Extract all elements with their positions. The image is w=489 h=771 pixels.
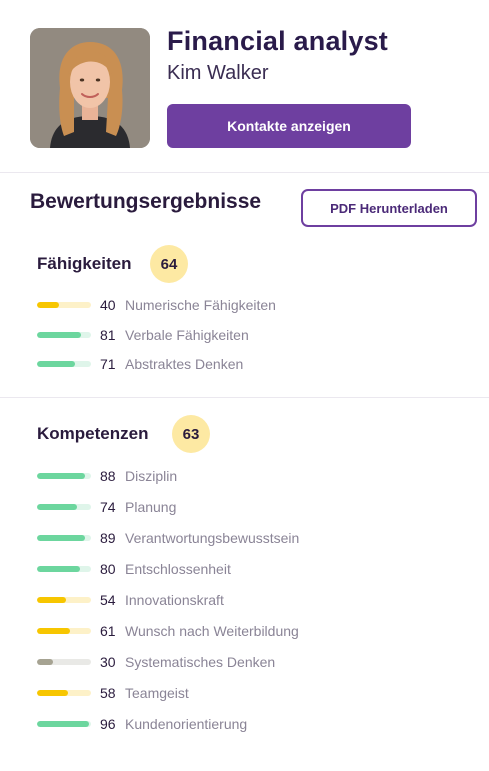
score-row: 96 Kundenorientierung — [37, 714, 247, 734]
score-row: 58 Teamgeist — [37, 683, 189, 703]
score-bar — [37, 628, 91, 634]
score-bar — [37, 473, 91, 479]
score-value: 58 — [100, 685, 116, 701]
score-row: 89 Verantwortungsbewusstsein — [37, 528, 299, 548]
score-bar — [37, 659, 91, 665]
competencies-title: Kompetenzen — [37, 424, 149, 443]
score-value: 54 — [100, 592, 116, 608]
score-value: 71 — [100, 356, 116, 372]
score-bar-fill — [37, 302, 59, 308]
score-label: Numerische Fähigkeiten — [125, 297, 276, 313]
score-bar-fill — [37, 473, 85, 479]
score-label: Teamgeist — [125, 685, 189, 701]
score-row: 30 Systematisches Denken — [37, 652, 275, 672]
score-bar — [37, 535, 91, 541]
score-bar-fill — [37, 628, 70, 634]
score-row: 54 Innovationskraft — [37, 590, 224, 610]
score-label: Entschlossenheit — [125, 561, 231, 577]
score-value: 81 — [100, 326, 116, 343]
divider — [0, 397, 489, 398]
score-row: 80 Entschlossenheit — [37, 559, 231, 579]
divider — [0, 172, 489, 173]
score-bar-fill — [37, 504, 77, 510]
score-label: Innovationskraft — [125, 592, 224, 608]
score-bar — [37, 566, 91, 572]
score-value: 40 — [100, 297, 116, 313]
score-bar — [37, 721, 91, 727]
score-bar — [37, 331, 91, 338]
score-row: 40 Numerische Fähigkeiten — [37, 295, 276, 315]
score-row: 81 Verbale Fähigkeiten — [37, 325, 249, 345]
score-label: Kundenorientierung — [125, 716, 248, 732]
score-value: 88 — [100, 468, 116, 484]
profile-header: Financial analyst Kim Walker Kontakte an… — [0, 0, 489, 172]
score-bar — [37, 302, 91, 308]
score-bar-fill — [37, 721, 89, 727]
score-label: Planung — [125, 499, 177, 515]
score-value: 80 — [100, 561, 116, 577]
job-title: Financial analyst — [167, 26, 388, 56]
score-row: 74 Planung — [37, 497, 176, 517]
score-bar-fill — [37, 566, 81, 572]
score-value: 30 — [100, 654, 116, 670]
score-bar-fill — [37, 535, 86, 541]
score-bar — [37, 361, 91, 367]
avatar — [30, 28, 150, 148]
competencies-score-badge: 63 — [172, 415, 210, 453]
score-label: Systematisches Denken — [125, 654, 276, 670]
score-value: 89 — [100, 530, 116, 546]
score-bar-fill — [37, 597, 67, 603]
score-value: 96 — [100, 716, 116, 732]
pdf-download-button[interactable]: PDF Herunterladen — [301, 189, 477, 227]
score-bar-fill — [37, 659, 54, 665]
person-name: Kim Walker — [167, 62, 269, 84]
score-bar-fill — [37, 331, 81, 338]
score-bar-fill — [37, 361, 76, 367]
score-label: Disziplin — [125, 468, 178, 484]
score-value: 74 — [100, 499, 116, 515]
score-label: Wunsch nach Weiterbildung — [125, 623, 299, 639]
score-row: 88 Disziplin — [37, 466, 177, 486]
show-contacts-button[interactable]: Kontakte anzeigen — [167, 104, 411, 148]
score-bar — [37, 597, 91, 603]
score-label: Verbale Fähigkeiten — [125, 326, 249, 343]
score-value: 61 — [100, 623, 116, 639]
score-bar-fill — [37, 690, 69, 696]
score-label: Abstraktes Denken — [125, 356, 244, 372]
score-row: 71 Abstraktes Denken — [37, 354, 243, 374]
skills-title: Fähigkeiten — [37, 254, 132, 273]
score-bar — [37, 690, 91, 696]
avatar-photo-icon — [30, 28, 150, 148]
score-bar — [37, 504, 91, 510]
results-title: Bewertungsergebnisse — [30, 190, 262, 213]
skills-score-badge: 64 — [150, 245, 188, 283]
score-row: 61 Wunsch nach Weiterbildung — [37, 621, 299, 641]
score-label: Verantwortungsbewusstsein — [125, 530, 300, 546]
